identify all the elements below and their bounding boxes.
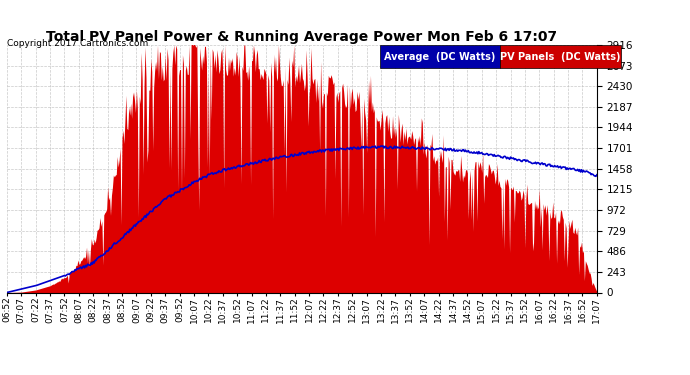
Text: PV Panels  (DC Watts): PV Panels (DC Watts) [500, 52, 621, 62]
Text: Copyright 2017 Cartronics.com: Copyright 2017 Cartronics.com [7, 39, 148, 48]
Text: Average  (DC Watts): Average (DC Watts) [384, 52, 495, 62]
Title: Total PV Panel Power & Running Average Power Mon Feb 6 17:07: Total PV Panel Power & Running Average P… [46, 30, 558, 44]
